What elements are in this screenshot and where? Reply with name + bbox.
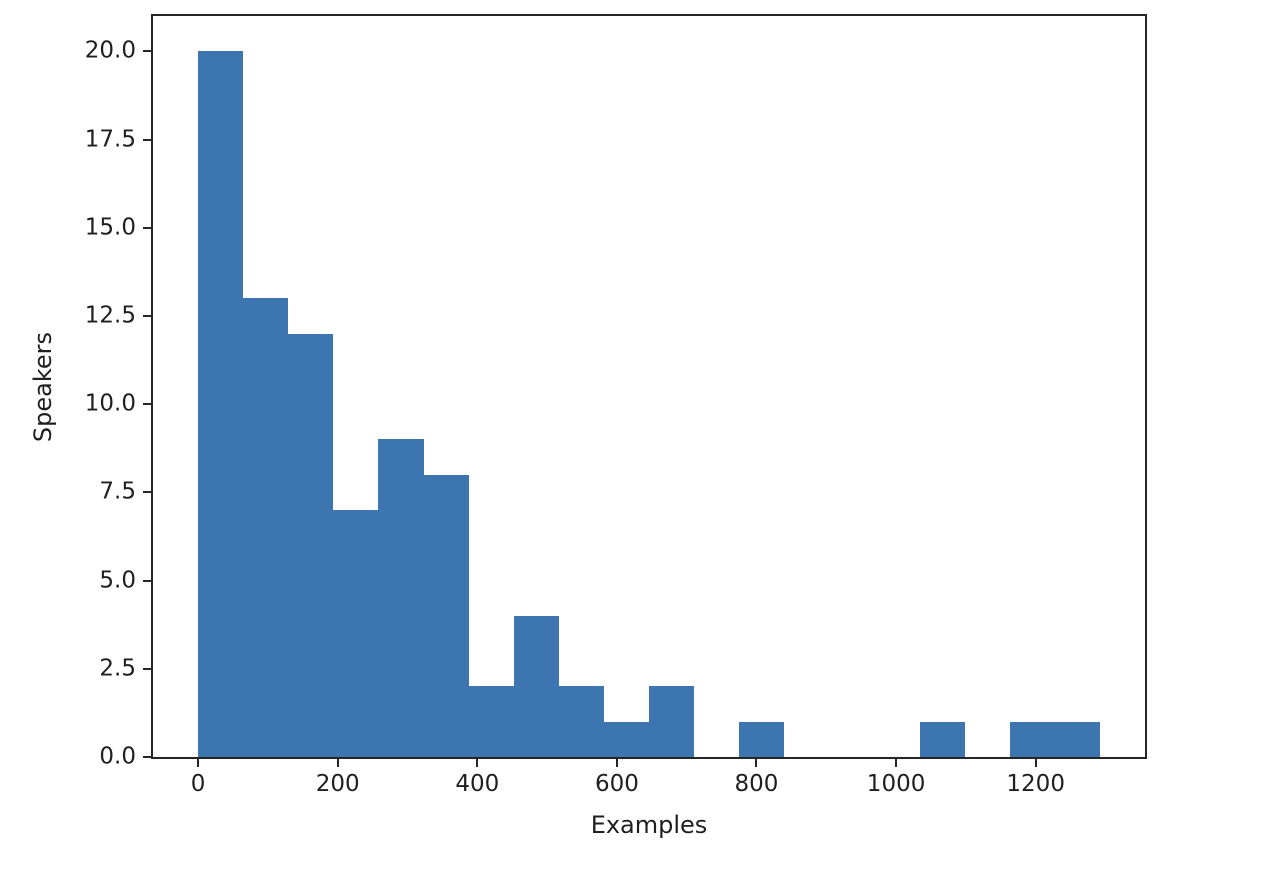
histogram-bar <box>288 333 334 757</box>
y-tick-label: 12.5 <box>84 302 136 329</box>
x-tick-label: 0 <box>190 771 206 797</box>
y-axis-label-wrap: Speakers <box>29 16 57 757</box>
y-tick-mark <box>143 756 151 758</box>
x-tick-label: 400 <box>455 771 500 797</box>
x-tick-label: 200 <box>315 771 360 797</box>
y-tick-mark <box>143 667 151 670</box>
y-tick-mark <box>143 579 151 582</box>
y-tick-mark <box>143 403 151 406</box>
y-tick-mark <box>143 138 151 141</box>
histogram-bar <box>333 510 379 757</box>
y-tick-label: 17.5 <box>84 126 136 152</box>
histogram-bar <box>468 686 514 757</box>
y-tick-label: 7.5 <box>99 478 136 505</box>
x-axis-label: Examples <box>590 811 708 839</box>
histogram-bar <box>603 721 649 757</box>
histogram-bar <box>739 721 785 757</box>
histogram-bar <box>423 474 469 757</box>
bars-layer <box>153 16 1145 757</box>
y-tick-label: 15.0 <box>84 214 136 241</box>
x-tick-mark <box>755 759 758 767</box>
x-tick-mark <box>895 759 898 767</box>
histogram-bar <box>1054 721 1100 757</box>
y-tick-label: 5.0 <box>99 567 136 594</box>
y-tick-mark <box>143 314 151 317</box>
y-tick-label: 0.0 <box>99 743 136 770</box>
x-axis-ticks: 0 200 400 600 800 1000 1200 <box>153 759 1145 819</box>
y-axis-label: Speakers <box>29 331 57 442</box>
histogram-bar <box>378 439 424 757</box>
x-tick-mark <box>615 759 618 767</box>
x-tick-mark <box>336 759 339 767</box>
histogram-bar <box>558 686 604 757</box>
histogram-bar <box>649 686 695 757</box>
plot-area <box>153 16 1145 757</box>
y-tick-label: 10.0 <box>84 390 136 417</box>
histogram-bar <box>1009 721 1055 757</box>
x-tick-mark <box>197 759 200 767</box>
y-axis-ticks: 0.0 2.5 5.0 7.5 10.0 12.5 15.0 17.5 20.0 <box>0 16 151 768</box>
x-tick-mark <box>476 759 479 767</box>
histogram-bar <box>919 721 965 757</box>
histogram-bar <box>198 51 244 757</box>
y-tick-mark <box>143 226 151 229</box>
y-tick-label: 20.0 <box>84 37 136 64</box>
x-tick-label: 1000 <box>866 771 926 797</box>
x-tick-label: 600 <box>594 771 639 797</box>
y-tick-mark <box>143 491 151 494</box>
x-tick-mark <box>1034 759 1037 767</box>
y-tick-mark <box>143 50 151 53</box>
x-tick-label: 1200 <box>1006 771 1065 797</box>
histogram-bar <box>243 298 289 757</box>
y-tick-label: 2.5 <box>99 655 136 682</box>
histogram-bar <box>513 615 559 757</box>
x-tick-label: 800 <box>734 771 779 797</box>
